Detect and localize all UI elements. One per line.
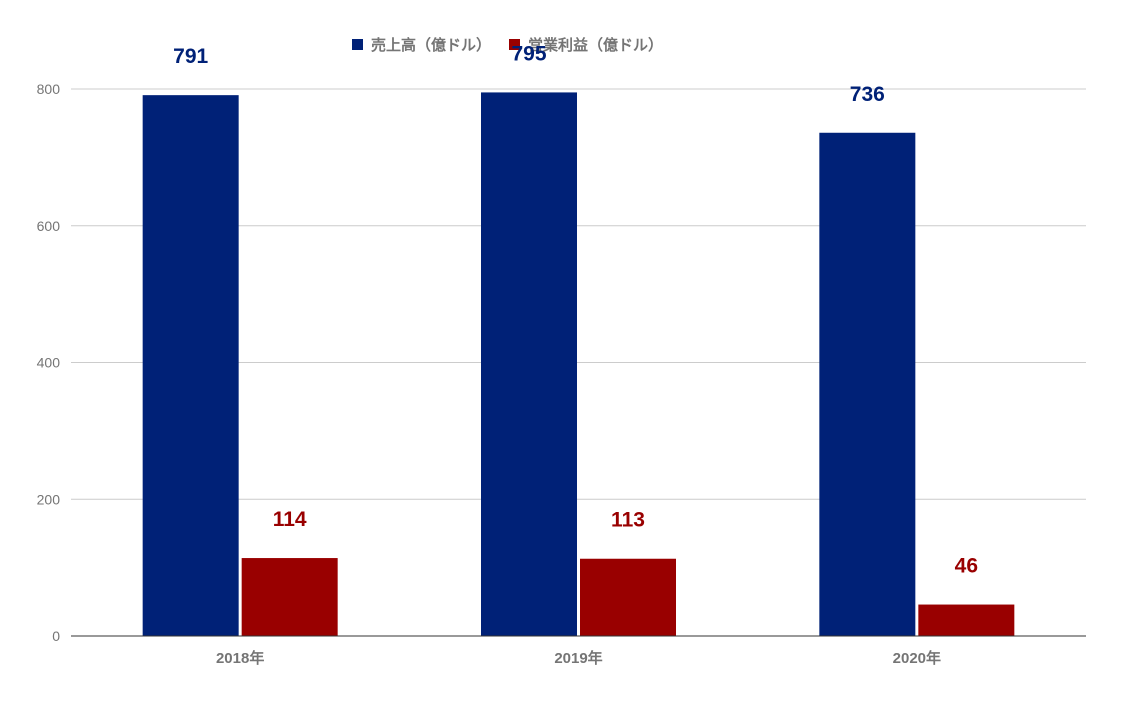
- x-tick-label: 2018年: [216, 649, 264, 667]
- bar-sales: [481, 92, 577, 636]
- data-label: 791: [173, 45, 208, 68]
- y-tick-label: 0: [52, 628, 60, 644]
- data-label: 736: [850, 83, 885, 106]
- data-label: 114: [273, 508, 307, 531]
- legend: 売上高（億ドル） 営業利益（億ドル）: [352, 34, 663, 55]
- y-tick-label: 800: [37, 81, 61, 97]
- bar-sales: [142, 95, 239, 636]
- x-tick-label: 2020年: [893, 649, 941, 667]
- y-tick-label: 200: [37, 491, 61, 507]
- y-tick-label: 400: [37, 355, 61, 371]
- legend-item-operating-profit: 営業利益（億ドル）: [509, 34, 663, 55]
- data-label: 113: [611, 509, 645, 532]
- bar-operating-profit: [241, 558, 338, 636]
- data-label: 795: [511, 42, 546, 65]
- legend-label-sales: 売上高（億ドル）: [371, 37, 492, 54]
- legend-swatch-sales: [352, 39, 363, 50]
- bar-operating-profit: [918, 604, 1015, 636]
- y-tick-label: 600: [37, 218, 61, 234]
- legend-swatch-operating-profit: [509, 39, 521, 50]
- legend-label-operating-profit: 営業利益（億ドル）: [528, 37, 664, 54]
- data-label: 46: [955, 555, 978, 578]
- legend-item-sales: 売上高（億ドル）: [352, 34, 491, 55]
- bar-sales: [819, 132, 916, 636]
- bar-operating-profit: [580, 558, 676, 636]
- x-tick-label: 2019年: [554, 649, 602, 667]
